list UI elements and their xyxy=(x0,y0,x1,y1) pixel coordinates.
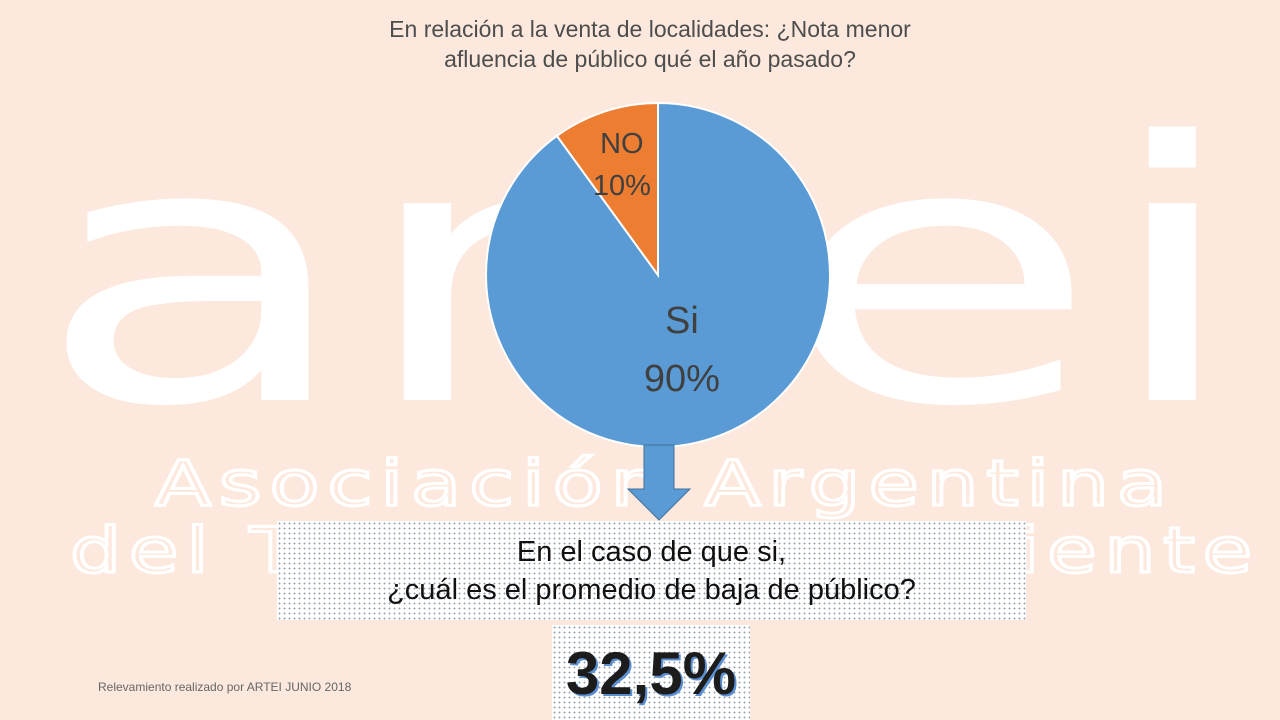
chart-title-line-2: afluencia de público qué el año pasado? xyxy=(444,46,856,72)
followup-question-line-2: ¿cuál es el promedio de baja de público? xyxy=(387,574,916,606)
average-drop-value: 32,5% xyxy=(565,640,737,707)
followup-question: En el caso de que si, ¿cuál es el promed… xyxy=(277,521,1026,620)
pie-label-name-no: NO xyxy=(600,128,644,160)
chart-title-line-1: En relación a la venta de localidades: ¿… xyxy=(389,16,911,42)
followup-question-line-1: En el caso de que si, xyxy=(516,536,787,568)
down-arrow-icon xyxy=(626,444,692,521)
pie-label-name-si: Si xyxy=(665,300,699,342)
pie-slice-no xyxy=(555,101,659,279)
pie-slices: Si 90% NO 10% xyxy=(485,101,831,448)
result-box: 32,5% xyxy=(552,625,750,720)
pie-label-value-si: 90% xyxy=(644,358,720,400)
chart-title: En relación a la venta de localidades: ¿… xyxy=(330,14,970,74)
survey-footnote: Relevamiento realizado por ARTEI JUNIO 2… xyxy=(98,680,352,694)
pie-slice-si xyxy=(485,101,831,448)
pie-label-value-no: 10% xyxy=(593,170,651,202)
